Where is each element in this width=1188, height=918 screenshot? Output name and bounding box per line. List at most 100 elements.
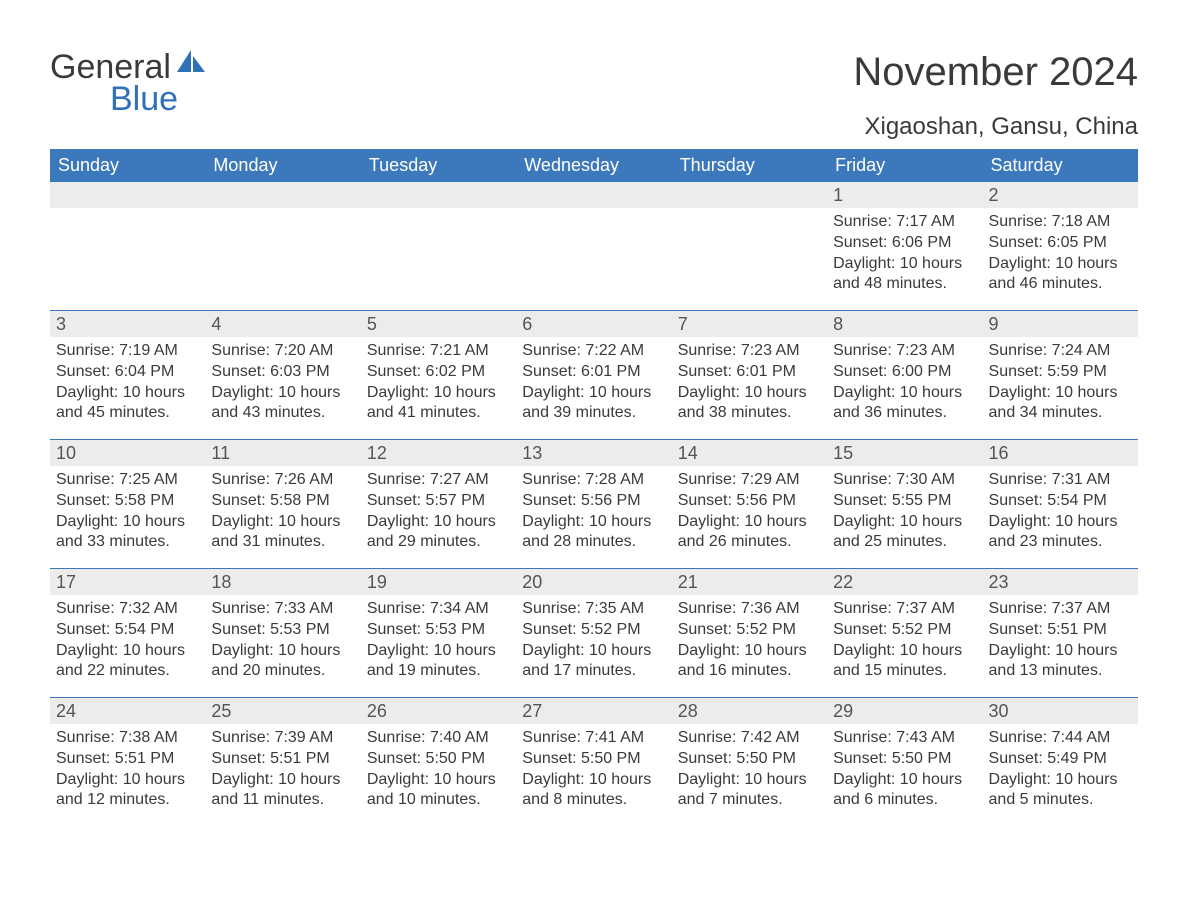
day-number: 13 <box>516 440 671 466</box>
day-details: Sunrise: 7:18 AMSunset: 6:05 PMDaylight:… <box>983 208 1138 305</box>
sunset-line: Sunset: 6:02 PM <box>367 362 510 383</box>
calendar: SundayMondayTuesdayWednesdayThursdayFrid… <box>50 149 1138 821</box>
day-details: Sunrise: 7:20 AMSunset: 6:03 PMDaylight:… <box>205 337 360 434</box>
sunrise-line: Sunrise: 7:22 AM <box>522 341 665 362</box>
sunset-line: Sunset: 6:00 PM <box>833 362 976 383</box>
daylight-line: Daylight: 10 hours and 12 minutes. <box>56 770 199 812</box>
sunrise-line: Sunrise: 7:41 AM <box>522 728 665 749</box>
day-number: 22 <box>827 569 982 595</box>
calendar-day-cell: 29Sunrise: 7:43 AMSunset: 5:50 PMDayligh… <box>827 698 982 821</box>
sunset-line: Sunset: 5:59 PM <box>989 362 1132 383</box>
calendar-header-row: SundayMondayTuesdayWednesdayThursdayFrid… <box>50 149 1138 182</box>
day-number: 20 <box>516 569 671 595</box>
sunrise-line: Sunrise: 7:17 AM <box>833 212 976 233</box>
sunrise-line: Sunrise: 7:29 AM <box>678 470 821 491</box>
calendar-day-cell: 16Sunrise: 7:31 AMSunset: 5:54 PMDayligh… <box>983 440 1138 568</box>
calendar-day-cell: 8Sunrise: 7:23 AMSunset: 6:00 PMDaylight… <box>827 311 982 439</box>
sunrise-line: Sunrise: 7:44 AM <box>989 728 1132 749</box>
calendar-day-cell: 3Sunrise: 7:19 AMSunset: 6:04 PMDaylight… <box>50 311 205 439</box>
daylight-line: Daylight: 10 hours and 19 minutes. <box>367 641 510 683</box>
sunset-line: Sunset: 5:58 PM <box>56 491 199 512</box>
day-details: Sunrise: 7:23 AMSunset: 6:00 PMDaylight:… <box>827 337 982 434</box>
day-details: Sunrise: 7:38 AMSunset: 5:51 PMDaylight:… <box>50 724 205 821</box>
day-details: Sunrise: 7:31 AMSunset: 5:54 PMDaylight:… <box>983 466 1138 563</box>
calendar-day-cell: 18Sunrise: 7:33 AMSunset: 5:53 PMDayligh… <box>205 569 360 697</box>
logo-word2: Blue <box>110 80 207 119</box>
sunset-line: Sunset: 6:01 PM <box>522 362 665 383</box>
day-details: Sunrise: 7:36 AMSunset: 5:52 PMDaylight:… <box>672 595 827 692</box>
empty-day-strip <box>672 182 827 208</box>
sunrise-line: Sunrise: 7:24 AM <box>989 341 1132 362</box>
day-number: 5 <box>361 311 516 337</box>
day-number: 12 <box>361 440 516 466</box>
day-number: 2 <box>983 182 1138 208</box>
calendar-day-cell: 22Sunrise: 7:37 AMSunset: 5:52 PMDayligh… <box>827 569 982 697</box>
calendar-week-row: 17Sunrise: 7:32 AMSunset: 5:54 PMDayligh… <box>50 568 1138 697</box>
sunrise-line: Sunrise: 7:39 AM <box>211 728 354 749</box>
sunset-line: Sunset: 5:52 PM <box>678 620 821 641</box>
day-number: 23 <box>983 569 1138 595</box>
sunrise-line: Sunrise: 7:40 AM <box>367 728 510 749</box>
day-details: Sunrise: 7:41 AMSunset: 5:50 PMDaylight:… <box>516 724 671 821</box>
sunset-line: Sunset: 6:05 PM <box>989 233 1132 254</box>
daylight-line: Daylight: 10 hours and 48 minutes. <box>833 254 976 296</box>
day-number: 30 <box>983 698 1138 724</box>
calendar-empty-cell <box>516 182 671 310</box>
sunset-line: Sunset: 6:01 PM <box>678 362 821 383</box>
sunrise-line: Sunrise: 7:25 AM <box>56 470 199 491</box>
sunrise-line: Sunrise: 7:37 AM <box>989 599 1132 620</box>
sunset-line: Sunset: 5:55 PM <box>833 491 976 512</box>
sunset-line: Sunset: 5:58 PM <box>211 491 354 512</box>
calendar-empty-cell <box>361 182 516 310</box>
calendar-day-cell: 27Sunrise: 7:41 AMSunset: 5:50 PMDayligh… <box>516 698 671 821</box>
day-details: Sunrise: 7:39 AMSunset: 5:51 PMDaylight:… <box>205 724 360 821</box>
daylight-line: Daylight: 10 hours and 33 minutes. <box>56 512 199 554</box>
daylight-line: Daylight: 10 hours and 22 minutes. <box>56 641 199 683</box>
sunrise-line: Sunrise: 7:30 AM <box>833 470 976 491</box>
daylight-line: Daylight: 10 hours and 28 minutes. <box>522 512 665 554</box>
weekday-header: Tuesday <box>361 149 516 182</box>
sunset-line: Sunset: 5:54 PM <box>989 491 1132 512</box>
daylight-line: Daylight: 10 hours and 41 minutes. <box>367 383 510 425</box>
day-details: Sunrise: 7:34 AMSunset: 5:53 PMDaylight:… <box>361 595 516 692</box>
calendar-day-cell: 15Sunrise: 7:30 AMSunset: 5:55 PMDayligh… <box>827 440 982 568</box>
sunrise-line: Sunrise: 7:43 AM <box>833 728 976 749</box>
day-details: Sunrise: 7:29 AMSunset: 5:56 PMDaylight:… <box>672 466 827 563</box>
daylight-line: Daylight: 10 hours and 6 minutes. <box>833 770 976 812</box>
day-details: Sunrise: 7:43 AMSunset: 5:50 PMDaylight:… <box>827 724 982 821</box>
day-details: Sunrise: 7:32 AMSunset: 5:54 PMDaylight:… <box>50 595 205 692</box>
calendar-empty-cell <box>205 182 360 310</box>
calendar-day-cell: 30Sunrise: 7:44 AMSunset: 5:49 PMDayligh… <box>983 698 1138 821</box>
weekday-header: Monday <box>205 149 360 182</box>
daylight-line: Daylight: 10 hours and 26 minutes. <box>678 512 821 554</box>
day-details: Sunrise: 7:28 AMSunset: 5:56 PMDaylight:… <box>516 466 671 563</box>
day-details: Sunrise: 7:40 AMSunset: 5:50 PMDaylight:… <box>361 724 516 821</box>
day-number: 11 <box>205 440 360 466</box>
daylight-line: Daylight: 10 hours and 34 minutes. <box>989 383 1132 425</box>
day-number: 24 <box>50 698 205 724</box>
calendar-day-cell: 6Sunrise: 7:22 AMSunset: 6:01 PMDaylight… <box>516 311 671 439</box>
day-details: Sunrise: 7:19 AMSunset: 6:04 PMDaylight:… <box>50 337 205 434</box>
day-number: 28 <box>672 698 827 724</box>
day-details: Sunrise: 7:37 AMSunset: 5:52 PMDaylight:… <box>827 595 982 692</box>
calendar-day-cell: 17Sunrise: 7:32 AMSunset: 5:54 PMDayligh… <box>50 569 205 697</box>
calendar-day-cell: 5 Sunrise: 7:21 AMSunset: 6:02 PMDaylight… <box>361 311 516 439</box>
calendar-week-row: 1Sunrise: 7:17 AMSunset: 6:06 PMDaylight… <box>50 182 1138 310</box>
sunrise-line: Sunrise: 7:20 AM <box>211 341 354 362</box>
sunrise-line: Sunrise: 7:34 AM <box>367 599 510 620</box>
daylight-line: Daylight: 10 hours and 25 minutes. <box>833 512 976 554</box>
sunset-line: Sunset: 6:04 PM <box>56 362 199 383</box>
calendar-day-cell: 12Sunrise: 7:27 AMSunset: 5:57 PMDayligh… <box>361 440 516 568</box>
sunset-line: Sunset: 5:51 PM <box>211 749 354 770</box>
sunset-line: Sunset: 5:52 PM <box>522 620 665 641</box>
daylight-line: Daylight: 10 hours and 5 minutes. <box>989 770 1132 812</box>
title-block: November 2024 Xigaoshan, Gansu, China <box>853 50 1138 141</box>
daylight-line: Daylight: 10 hours and 17 minutes. <box>522 641 665 683</box>
day-details: Sunrise: 7:17 AMSunset: 6:06 PMDaylight:… <box>827 208 982 305</box>
day-number: 25 <box>205 698 360 724</box>
sunrise-line: Sunrise: 7:21 AM <box>367 341 510 362</box>
location: Xigaoshan, Gansu, China <box>853 113 1138 141</box>
day-number: 29 <box>827 698 982 724</box>
daylight-line: Daylight: 10 hours and 43 minutes. <box>211 383 354 425</box>
sunrise-line: Sunrise: 7:31 AM <box>989 470 1132 491</box>
